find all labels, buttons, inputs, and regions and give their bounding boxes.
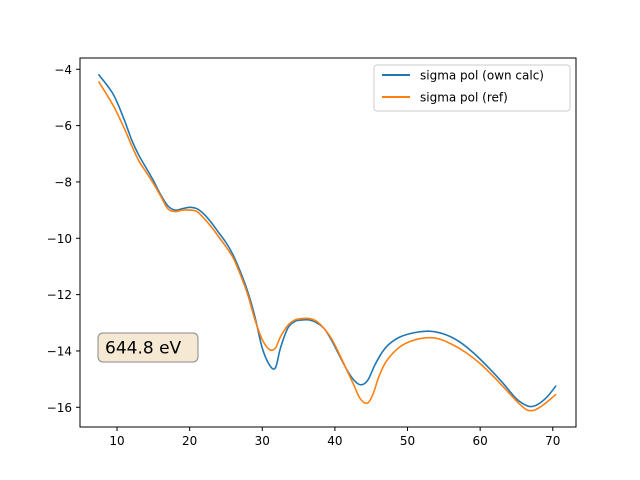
annotation-box	[97, 332, 199, 363]
y-tick-label: −6	[54, 119, 72, 133]
legend-label-ref: sigma pol (ref)	[420, 91, 508, 105]
x-tick-label: 20	[182, 434, 197, 448]
y-tick-label: −8	[54, 175, 72, 189]
series-line-own-calc	[98, 74, 557, 408]
y-tick-label: −14	[47, 344, 72, 358]
x-axis: 10 20 30 40 50 60 70	[109, 427, 560, 448]
legend-box	[373, 64, 571, 112]
y-axis: −4 −6 −8 −10 −12 −14 −16	[47, 63, 80, 415]
x-tick-label: 40	[327, 434, 342, 448]
x-tick-label: 50	[400, 434, 415, 448]
series-line-ref	[98, 81, 557, 412]
annotation-text: 644.8 eV	[105, 339, 182, 359]
x-tick-label: 10	[109, 434, 124, 448]
x-tick-label: 70	[545, 434, 560, 448]
legend: sigma pol (own calc) sigma pol (ref)	[373, 64, 571, 112]
y-tick-label: −16	[47, 401, 72, 415]
x-tick-label: 60	[472, 434, 487, 448]
series-layer	[98, 74, 557, 412]
axes-frame	[79, 57, 577, 428]
x-tick-label: 30	[255, 434, 270, 448]
plot-area	[79, 57, 577, 428]
energy-annotation: 644.8 eV	[97, 332, 199, 363]
y-tick-label: −4	[54, 63, 72, 77]
legend-label-own-calc: sigma pol (own calc)	[420, 69, 544, 83]
y-tick-label: −10	[47, 232, 72, 246]
y-tick-label: −12	[47, 288, 72, 302]
